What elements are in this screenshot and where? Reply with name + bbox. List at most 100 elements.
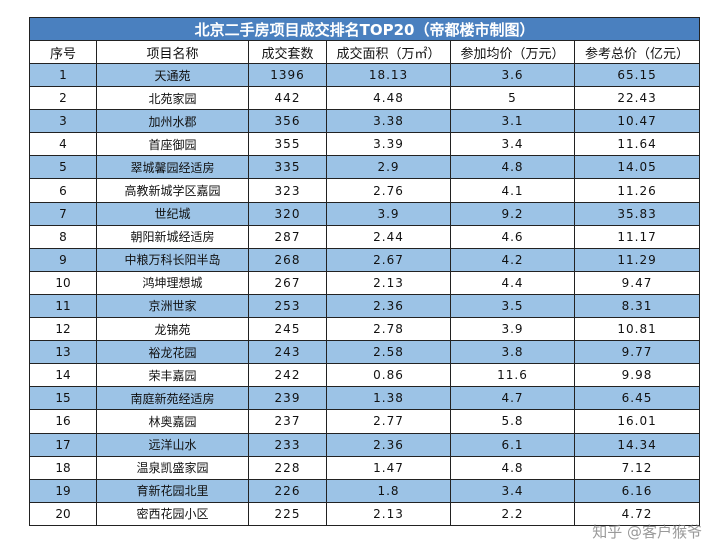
cell-avg-price: 3.5 bbox=[450, 293, 575, 319]
cell-project-name: 龙锦苑 bbox=[96, 317, 249, 342]
table-row: 2 北苑家园 442 4.48 5 22.43 bbox=[29, 86, 701, 111]
cell-total-price: 8.31 bbox=[573, 293, 701, 319]
cell-area: 18.13 bbox=[326, 62, 451, 88]
table-row: 20 密西花园小区 225 2.13 2.2 4.72 bbox=[29, 501, 701, 526]
cell-avg-price: 4.1 bbox=[450, 178, 575, 203]
cell-total-price: 6.16 bbox=[573, 478, 701, 503]
table-row: 5 翠城馨园经适房 335 2.9 4.8 14.05 bbox=[29, 155, 701, 180]
ranking-table-container: 北京二手房项目成交排名TOP20（帝都楼市制图） 序号 项目名称 成交套数 成交… bbox=[28, 17, 701, 526]
cell-project-name: 京洲世家 bbox=[96, 293, 249, 319]
cell-avg-price: 2.2 bbox=[450, 501, 575, 526]
cell-total-price: 10.81 bbox=[573, 317, 701, 342]
table-row: 4 首座御园 355 3.39 3.4 11.64 bbox=[29, 132, 701, 157]
cell-units-sold: 268 bbox=[248, 247, 327, 272]
cell-area: 2.67 bbox=[326, 247, 451, 272]
cell-total-price: 9.77 bbox=[573, 340, 701, 365]
cell-units-sold: 320 bbox=[248, 201, 327, 226]
table-row: 16 林奥嘉园 237 2.77 5.8 16.01 bbox=[29, 409, 701, 434]
cell-avg-price: 5.8 bbox=[450, 409, 575, 434]
cell-avg-price: 11.6 bbox=[450, 363, 575, 388]
cell-total-price: 35.83 bbox=[573, 201, 701, 226]
table-row: 9 中粮万科长阳半岛 268 2.67 4.2 11.29 bbox=[29, 247, 701, 272]
cell-area: 1.47 bbox=[326, 455, 451, 480]
cell-rank: 18 bbox=[29, 455, 97, 480]
table-row: 3 加州水郡 356 3.38 3.1 10.47 bbox=[29, 109, 701, 134]
cell-units-sold: 355 bbox=[248, 132, 327, 157]
cell-rank: 10 bbox=[29, 270, 97, 295]
cell-rank: 7 bbox=[29, 201, 97, 226]
column-header-units-sold: 成交套数 bbox=[248, 40, 327, 64]
cell-project-name: 温泉凯盛家园 bbox=[96, 455, 249, 480]
table-row: 1 天通苑 1396 18.13 3.6 65.15 bbox=[29, 62, 701, 88]
cell-total-price: 14.34 bbox=[573, 432, 701, 457]
table-title-row: 北京二手房项目成交排名TOP20（帝都楼市制图） bbox=[28, 17, 701, 41]
cell-project-name: 鸿坤理想城 bbox=[96, 270, 249, 295]
table-row: 11 京洲世家 253 2.36 3.5 8.31 bbox=[29, 293, 701, 319]
cell-total-price: 10.47 bbox=[573, 109, 701, 134]
cell-project-name: 翠城馨园经适房 bbox=[96, 155, 249, 180]
cell-avg-price: 4.2 bbox=[450, 247, 575, 272]
cell-area: 2.44 bbox=[326, 224, 451, 249]
cell-project-name: 荣丰嘉园 bbox=[96, 363, 249, 388]
cell-total-price: 11.29 bbox=[573, 247, 701, 272]
cell-project-name: 朝阳新城经适房 bbox=[96, 224, 249, 249]
cell-area: 2.78 bbox=[326, 317, 451, 342]
cell-area: 3.9 bbox=[326, 201, 451, 226]
cell-project-name: 高教新城学区嘉园 bbox=[96, 178, 249, 203]
cell-rank: 17 bbox=[29, 432, 97, 457]
table-row: 18 温泉凯盛家园 228 1.47 4.8 7.12 bbox=[29, 455, 701, 480]
table-title: 北京二手房项目成交排名TOP20（帝都楼市制图） bbox=[28, 17, 701, 41]
cell-area: 2.13 bbox=[326, 270, 451, 295]
cell-units-sold: 228 bbox=[248, 455, 327, 480]
cell-project-name: 远洋山水 bbox=[96, 432, 249, 457]
cell-units-sold: 287 bbox=[248, 224, 327, 249]
cell-rank: 14 bbox=[29, 363, 97, 388]
cell-units-sold: 239 bbox=[248, 386, 327, 411]
column-header-area: 成交面积（万㎡） bbox=[326, 40, 451, 64]
cell-project-name: 世纪城 bbox=[96, 201, 249, 226]
table-row: 14 荣丰嘉园 242 0.86 11.6 9.98 bbox=[29, 363, 701, 388]
cell-avg-price: 3.4 bbox=[450, 478, 575, 503]
cell-units-sold: 323 bbox=[248, 178, 327, 203]
table-row: 15 南庭新苑经适房 239 1.38 4.7 6.45 bbox=[29, 386, 701, 411]
cell-area: 4.48 bbox=[326, 86, 451, 111]
cell-total-price: 22.43 bbox=[573, 86, 701, 111]
table-row: 19 育新花园北里 226 1.8 3.4 6.16 bbox=[29, 478, 701, 503]
cell-total-price: 6.45 bbox=[573, 386, 701, 411]
cell-total-price: 11.26 bbox=[573, 178, 701, 203]
cell-rank: 13 bbox=[29, 340, 97, 365]
watermark-text: 知乎 @客户猴爷 bbox=[592, 523, 702, 541]
cell-units-sold: 356 bbox=[248, 109, 327, 134]
cell-rank: 3 bbox=[29, 109, 97, 134]
cell-area: 2.36 bbox=[326, 432, 451, 457]
cell-project-name: 天通苑 bbox=[96, 62, 249, 88]
cell-area: 3.39 bbox=[326, 132, 451, 157]
cell-rank: 8 bbox=[29, 224, 97, 249]
cell-total-price: 14.05 bbox=[573, 155, 701, 180]
cell-rank: 15 bbox=[29, 386, 97, 411]
cell-total-price: 7.12 bbox=[573, 455, 701, 480]
cell-rank: 9 bbox=[29, 247, 97, 272]
cell-project-name: 南庭新苑经适房 bbox=[96, 386, 249, 411]
cell-units-sold: 253 bbox=[248, 293, 327, 319]
cell-rank: 2 bbox=[29, 86, 97, 111]
cell-units-sold: 335 bbox=[248, 155, 327, 180]
cell-rank: 12 bbox=[29, 317, 97, 342]
cell-project-name: 中粮万科长阳半岛 bbox=[96, 247, 249, 272]
table-row: 10 鸿坤理想城 267 2.13 4.4 9.47 bbox=[29, 270, 701, 295]
cell-avg-price: 4.8 bbox=[450, 155, 575, 180]
cell-units-sold: 226 bbox=[248, 478, 327, 503]
cell-units-sold: 267 bbox=[248, 270, 327, 295]
table-body: 1 天通苑 1396 18.13 3.6 65.15 2 北苑家园 442 4.48 5 22.43 3… bbox=[29, 62, 701, 526]
table-row: 17 远洋山水 233 2.36 6.1 14.34 bbox=[29, 432, 701, 457]
cell-rank: 19 bbox=[29, 478, 97, 503]
cell-area: 0.86 bbox=[326, 363, 451, 388]
cell-avg-price: 3.9 bbox=[450, 317, 575, 342]
cell-area: 2.76 bbox=[326, 178, 451, 203]
cell-area: 3.38 bbox=[326, 109, 451, 134]
cell-units-sold: 442 bbox=[248, 86, 327, 111]
table-row: 6 高教新城学区嘉园 323 2.76 4.1 11.26 bbox=[29, 178, 701, 203]
cell-rank: 5 bbox=[29, 155, 97, 180]
table-row: 8 朝阳新城经适房 287 2.44 4.6 11.17 bbox=[29, 224, 701, 249]
cell-total-price: 16.01 bbox=[573, 409, 701, 434]
